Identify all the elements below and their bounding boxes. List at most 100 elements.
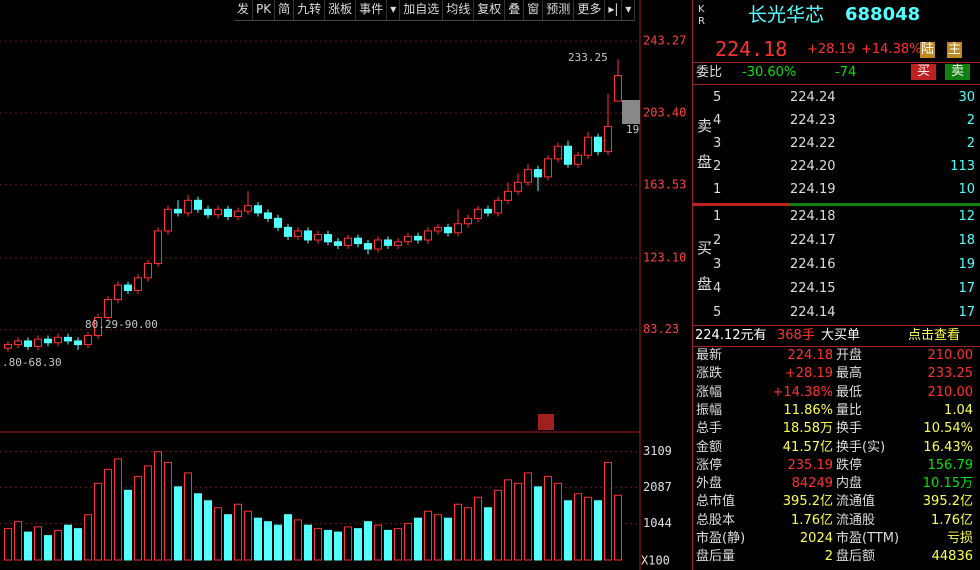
big-order: 368手 xyxy=(777,328,815,343)
volume-bar xyxy=(44,535,52,561)
candle-body xyxy=(154,230,162,264)
volume-bar xyxy=(194,493,202,561)
volume-bar xyxy=(614,494,622,561)
annotation: .80-68.30 xyxy=(2,356,62,369)
volume-bar xyxy=(554,482,562,561)
volume-bar xyxy=(254,517,262,561)
field-label: 外盘 xyxy=(696,476,723,492)
toolbar-button[interactable]: 简 xyxy=(275,0,295,20)
candle-body xyxy=(504,190,512,201)
candle-body xyxy=(524,169,532,183)
field-value: 2024 xyxy=(799,531,833,546)
volume-bar xyxy=(364,521,372,561)
toolbar-button[interactable]: PK xyxy=(253,0,276,20)
toolbar-button[interactable]: 事件 xyxy=(356,0,388,20)
candle-body xyxy=(304,230,312,241)
level: 2 xyxy=(713,159,722,174)
weicha: -74 xyxy=(835,65,857,80)
candle-body xyxy=(184,199,192,214)
candle-body xyxy=(604,125,612,153)
candle-body xyxy=(244,205,252,212)
volume-bar xyxy=(514,482,522,561)
field-label: 总手 xyxy=(696,421,723,437)
volume-bar xyxy=(204,500,212,561)
volume-bar xyxy=(564,500,572,561)
toolbar-button[interactable]: 加自选 xyxy=(400,0,444,20)
level: 1 xyxy=(713,209,722,224)
level: 3 xyxy=(713,257,722,272)
field-label: 最低 xyxy=(836,384,863,400)
ask-qty: 10 xyxy=(958,182,975,197)
toolbar-button[interactable]: 更多 xyxy=(574,0,606,20)
toolbar-button[interactable]: ▾ xyxy=(622,0,636,20)
bar-green xyxy=(790,203,980,206)
y-tick-label: 3109 xyxy=(643,444,672,458)
toolbar-button[interactable]: 预测 xyxy=(543,0,575,20)
field-value: 1.04 xyxy=(944,402,973,418)
candle-body xyxy=(464,217,472,225)
volume-bar xyxy=(584,496,592,561)
bid-price: 224.18 xyxy=(790,209,836,224)
field-label: 流通值 xyxy=(836,494,876,510)
ask-qty: 30 xyxy=(958,90,975,105)
volume-bar xyxy=(24,531,32,561)
field-value: 11.86% xyxy=(783,402,833,418)
big-order-link[interactable]: 点击查看 xyxy=(908,328,961,343)
annotation: 233.25 xyxy=(568,51,608,64)
toolbar-button[interactable]: 均线 xyxy=(443,0,475,20)
y-tick-label: 83.23 xyxy=(643,322,679,336)
toolbar-button[interactable]: ▸| xyxy=(605,0,623,20)
field-value: 210.00 xyxy=(927,384,974,400)
sell-button[interactable]: 卖 xyxy=(945,64,971,80)
toolbar-button[interactable]: 发 xyxy=(234,0,254,20)
candle-body xyxy=(254,205,262,214)
field-label: 金额 xyxy=(696,439,723,455)
toolbar-button[interactable]: ▾ xyxy=(387,0,401,20)
toolbar-button[interactable]: 窗 xyxy=(524,0,544,20)
change-pct: +14.38% xyxy=(861,42,922,57)
field-label: 涨跌 xyxy=(696,366,723,382)
volume-bar xyxy=(354,528,362,561)
ask-price: 224.23 xyxy=(790,113,836,128)
candle-body xyxy=(564,145,572,165)
level: 2 xyxy=(713,233,722,248)
change: +28.19 xyxy=(807,42,856,57)
toolbar-button[interactable]: 九转 xyxy=(294,0,326,20)
weibi: -30.60% xyxy=(742,65,797,80)
candle-body xyxy=(204,208,212,216)
bid-price: 224.16 xyxy=(790,257,836,272)
candle-body xyxy=(384,239,392,246)
field-value: 亏损 xyxy=(946,531,973,546)
bid-qty: 17 xyxy=(958,305,975,320)
volume-bar xyxy=(594,500,602,561)
candle-body xyxy=(284,226,292,237)
toolbar-button[interactable]: 复权 xyxy=(474,0,506,20)
volume-bar xyxy=(224,514,232,561)
candle-body xyxy=(544,158,552,178)
volume-bar xyxy=(444,517,452,561)
toolbar-button[interactable]: 叠 xyxy=(505,0,525,20)
volume-bar xyxy=(484,507,492,561)
toolbar: 发 PK 简九转 涨板 事件 ▾ 加自选 均线 复权叠窗预测 更多 ▸| ▾ xyxy=(234,0,636,21)
field-label: 跌停 xyxy=(836,457,863,473)
volume-bar xyxy=(534,486,542,561)
candle-body xyxy=(144,262,152,279)
big-order: 大买单 xyxy=(821,328,861,343)
volume-bar xyxy=(94,482,102,561)
side-label: 买 xyxy=(697,239,713,257)
volume-bar xyxy=(114,458,122,561)
field-value: +28.19 xyxy=(784,366,833,382)
field-label: 涨幅 xyxy=(696,384,723,400)
candle-body xyxy=(164,208,172,232)
field-value: 44836 xyxy=(931,549,973,565)
ask-qty: 113 xyxy=(950,159,975,174)
field-label: 换手(实) xyxy=(836,439,886,455)
candle-body xyxy=(64,336,72,342)
toolbar-button[interactable]: 涨板 xyxy=(325,0,357,20)
volume-bar xyxy=(574,493,582,561)
field-label: 盘后量 xyxy=(696,549,736,565)
stock-code: 688048 xyxy=(845,4,921,25)
candle-body xyxy=(404,235,412,243)
field-value: 10.54% xyxy=(923,421,973,437)
buy-button[interactable]: 买 xyxy=(911,64,937,80)
